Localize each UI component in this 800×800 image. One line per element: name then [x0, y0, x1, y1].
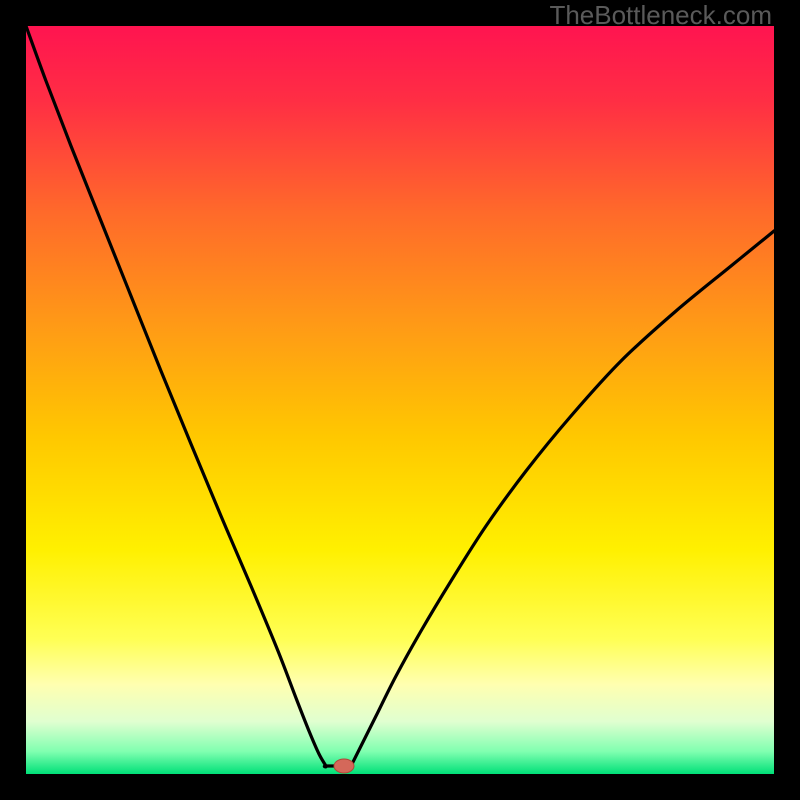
- optimal-point-marker: [334, 759, 354, 773]
- chart-frame: TheBottleneck.com: [0, 0, 800, 800]
- bottleneck-curve: [26, 26, 774, 774]
- plot-area: [26, 26, 774, 774]
- watermark-text: TheBottleneck.com: [549, 0, 772, 31]
